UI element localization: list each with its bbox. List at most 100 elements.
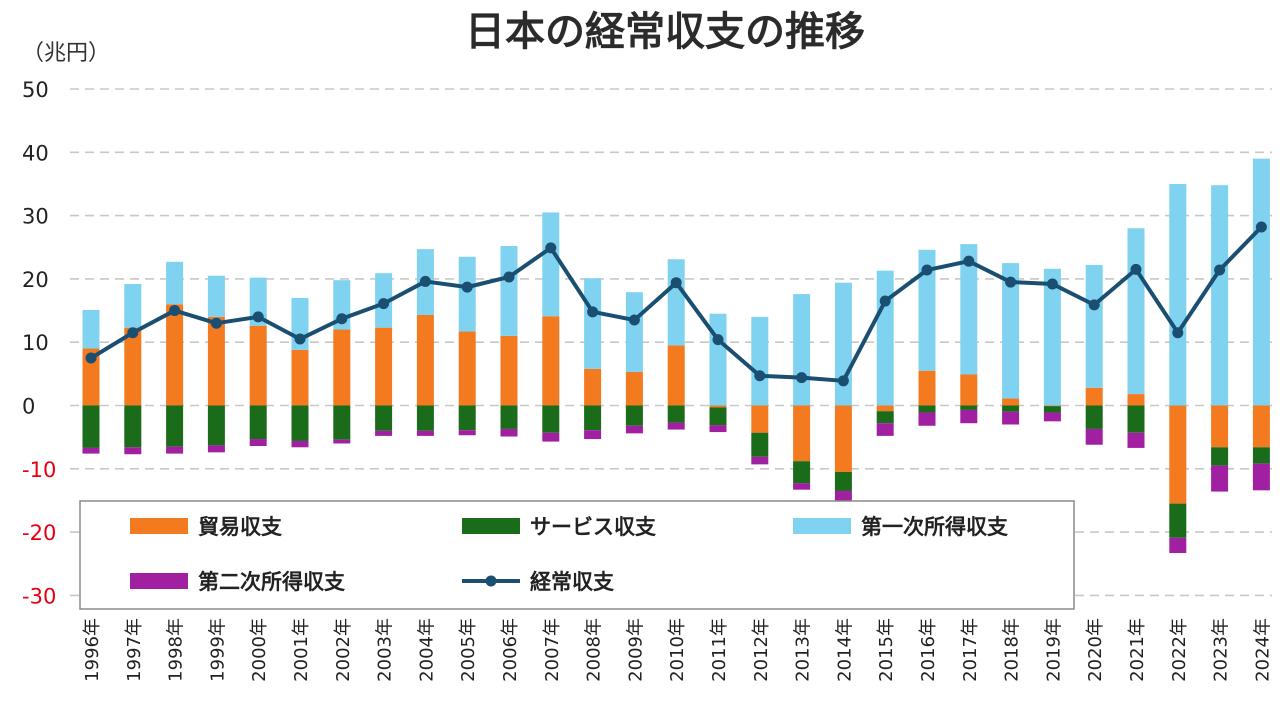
bar-第一次所得収支-2009年 bbox=[625, 292, 643, 372]
bar-第二次所得収支-2022年 bbox=[1169, 537, 1187, 553]
y-axis-unit-label: （兆円） bbox=[22, 41, 110, 66]
bar-第一次所得収支-2018年 bbox=[1002, 263, 1020, 399]
x-tick-label: 2007年 bbox=[542, 618, 563, 682]
legend-swatch-貿易収支 bbox=[130, 518, 188, 534]
bar-貿易収支-2013年 bbox=[793, 405, 811, 462]
y-tick-label: 40 bbox=[22, 141, 49, 165]
y-axis-tick-labels: 50 40 30 20 10 0 -10 -20 -30 bbox=[22, 78, 56, 608]
x-tick-label: 2019年 bbox=[1043, 618, 1064, 682]
bar-サービス収支-2005年 bbox=[458, 405, 476, 431]
bar-第二次所得収支-1996年 bbox=[82, 447, 100, 454]
bar-サービス収支-2004年 bbox=[416, 405, 434, 431]
bar-貿易収支-1999年 bbox=[207, 316, 225, 406]
current-account-point-2024年 bbox=[1255, 221, 1267, 233]
bar-第二次所得収支-2003年 bbox=[375, 430, 393, 436]
bar-貿易収支-2020年 bbox=[1085, 387, 1103, 406]
stacked-bars bbox=[82, 158, 1270, 553]
bar-サービス収支-2001年 bbox=[291, 405, 309, 441]
current-account-point-2007年 bbox=[545, 242, 557, 254]
y-tick-label: -30 bbox=[22, 584, 56, 608]
bar-貿易収支-2008年 bbox=[584, 368, 602, 406]
bar-貿易収支-2006年 bbox=[500, 335, 518, 406]
bar-第一次所得収支-2010年 bbox=[667, 259, 685, 346]
bar-サービス収支-2015年 bbox=[876, 411, 894, 424]
bar-第一次所得収支-1996年 bbox=[82, 309, 100, 349]
bar-第二次所得収支-2012年 bbox=[751, 456, 769, 465]
current-account-point-2013年 bbox=[796, 372, 808, 384]
y-tick-label: -10 bbox=[22, 458, 56, 482]
x-tick-label: 2023年 bbox=[1211, 618, 1232, 682]
current-account-point-2020年 bbox=[1088, 299, 1100, 311]
x-tick-label: 2008年 bbox=[584, 618, 605, 682]
x-tick-label: 2004年 bbox=[416, 618, 437, 682]
bar-貿易収支-2001年 bbox=[291, 349, 309, 406]
current-account-point-2003年 bbox=[378, 298, 390, 310]
current-account-point-2008年 bbox=[587, 306, 599, 318]
x-tick-label: 2015年 bbox=[876, 618, 897, 682]
current-account-point-2022年 bbox=[1172, 327, 1184, 339]
current-account-point-2001年 bbox=[294, 333, 306, 345]
x-tick-label: 1999年 bbox=[207, 618, 228, 682]
bar-サービス収支-2021年 bbox=[1127, 405, 1145, 433]
bar-貿易収支-2002年 bbox=[333, 329, 351, 406]
bar-第二次所得収支-2021年 bbox=[1127, 432, 1145, 448]
legend-marker-経常収支 bbox=[485, 575, 497, 587]
bar-第一次所得収支-2019年 bbox=[1043, 268, 1061, 406]
bar-サービス収支-1997年 bbox=[124, 405, 142, 448]
x-tick-label: 2022年 bbox=[1169, 618, 1190, 682]
x-tick-label: 2018年 bbox=[1002, 618, 1023, 682]
legend-label: サービス収支 bbox=[530, 515, 657, 539]
current-account-point-2023年 bbox=[1214, 264, 1226, 276]
x-axis-tick-labels: 1996年 1997年 1998年 1999年 2000年 2001年 2002年 2003年… bbox=[82, 618, 1273, 682]
bar-第一次所得収支-2011年 bbox=[709, 313, 727, 406]
bar-第二次所得収支-1998年 bbox=[166, 446, 184, 454]
bar-第二次所得収支-2008年 bbox=[584, 430, 602, 440]
bar-第一次所得収支-2008年 bbox=[584, 278, 602, 369]
legend-swatch-第一次所得収支 bbox=[793, 518, 851, 534]
x-tick-label: 2024年 bbox=[1252, 618, 1273, 682]
x-tick-label: 2013年 bbox=[793, 618, 814, 682]
x-tick-label: 1996年 bbox=[82, 618, 103, 682]
bar-第一次所得収支-2013年 bbox=[793, 294, 811, 406]
bar-第二次所得収支-2020年 bbox=[1085, 428, 1103, 445]
bar-サービス収支-2013年 bbox=[793, 461, 811, 484]
y-tick-label: 20 bbox=[22, 268, 49, 292]
current-account-point-2016年 bbox=[921, 264, 933, 276]
bar-第二次所得収支-2000年 bbox=[249, 439, 267, 447]
bar-第二次所得収支-2017年 bbox=[960, 409, 978, 424]
bar-第二次所得収支-2016年 bbox=[918, 412, 936, 426]
x-tick-label: 2009年 bbox=[625, 618, 646, 682]
bar-第一次所得収支-2006年 bbox=[500, 245, 518, 336]
bar-サービス収支-2002年 bbox=[333, 405, 351, 440]
bar-貿易収支-2024年 bbox=[1252, 405, 1270, 448]
y-tick-label: 30 bbox=[22, 205, 49, 229]
bar-第二次所得収支-2001年 bbox=[291, 440, 309, 448]
bar-サービス収支-2024年 bbox=[1252, 447, 1270, 464]
bar-第一次所得収支-2024年 bbox=[1252, 158, 1270, 406]
bar-第一次所得収支-2014年 bbox=[834, 282, 852, 406]
x-tick-label: 2000年 bbox=[249, 618, 270, 682]
bar-貿易収支-2010年 bbox=[667, 345, 685, 406]
current-account-point-2010年 bbox=[670, 277, 682, 289]
current-account-point-1996年 bbox=[85, 352, 97, 364]
bar-第一次所得収支-1997年 bbox=[124, 283, 142, 328]
bar-サービス収支-2020年 bbox=[1085, 405, 1103, 429]
bar-サービス収支-2012年 bbox=[751, 432, 769, 457]
current-account-point-2015年 bbox=[879, 295, 891, 307]
bar-サービス収支-2000年 bbox=[249, 405, 267, 440]
bar-サービス収支-2014年 bbox=[834, 471, 852, 491]
bar-第一次所得収支-2016年 bbox=[918, 249, 936, 371]
x-tick-label: 2011年 bbox=[709, 618, 730, 682]
x-tick-label: 2001年 bbox=[291, 618, 312, 682]
bar-サービス収支-1998年 bbox=[166, 405, 184, 447]
bar-サービス収支-2017年 bbox=[960, 405, 978, 410]
y-tick-label: 10 bbox=[22, 331, 49, 355]
bar-貿易収支-2018年 bbox=[1002, 398, 1020, 406]
bar-貿易収支-2015年 bbox=[876, 405, 894, 412]
x-tick-label: 2010年 bbox=[667, 618, 688, 682]
bar-第一次所得収支-2020年 bbox=[1085, 264, 1103, 388]
x-tick-label: 2006年 bbox=[500, 618, 521, 682]
bar-第二次所得収支-2023年 bbox=[1211, 465, 1229, 492]
